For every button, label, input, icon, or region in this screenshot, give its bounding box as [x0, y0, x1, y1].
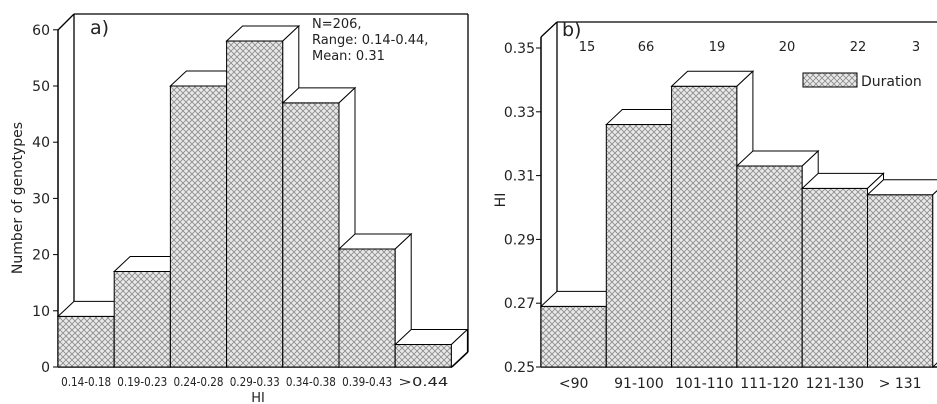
panel-b-ytick-label: 0.25: [504, 360, 535, 376]
panel-b-count-label: 66: [638, 40, 655, 55]
panel-a-bar-1-front: [57, 315, 115, 368]
panel-a: 0 10 20 30 40 50 60 0.14-0.18 0.19-0.23 0.24-0.2…: [10, 13, 469, 404]
panel-b-bar-3-front: [671, 85, 738, 368]
panel-b-xtick-label: 111-120: [740, 376, 799, 392]
panel-b-ytick-label: 0.31: [504, 169, 535, 185]
panel-b-legend: Duration: [802, 72, 922, 90]
panel-a-ytick-label: 30: [32, 191, 50, 207]
panel-a-bar-4-front: [226, 40, 284, 368]
panel-b-ytick-label: 0.29: [504, 232, 535, 248]
panel-a-bar-6-front: [338, 248, 396, 368]
legend-swatch-duration: [802, 72, 858, 88]
panel-b-bar-4-front: [736, 165, 803, 368]
panel-a-corner-top: [57, 13, 75, 31]
panel-b-count-label: 22: [850, 40, 867, 55]
panel-b-ytick-label: 0.33: [504, 105, 535, 121]
panel-b-count-label: 15: [579, 40, 596, 55]
legend-label-duration: Duration: [861, 74, 922, 90]
panel-b-xtick-label: > 131: [879, 376, 922, 392]
panel-b-bar-2-front: [605, 124, 673, 368]
panel-a-label: a): [90, 17, 109, 39]
panel-b-bar-6-side: [932, 190, 937, 369]
panel-a-bar-7: [393, 328, 469, 369]
panel-a-x-axis-title: HI: [251, 391, 265, 404]
panel-a-xtick-label: >0.44: [398, 375, 448, 389]
panel-a-xtick-label: 0.19-0.23: [117, 375, 167, 389]
panel-b-count-label: 19: [709, 40, 726, 55]
panel-a-ytick-label: 10: [32, 304, 50, 320]
panel-b-bar-5-front: [801, 187, 869, 368]
panel-b-count-label: 3: [912, 40, 920, 55]
panel-a-ytick-label: 50: [32, 79, 50, 95]
panel-b-corner-top: [540, 21, 558, 38]
panel-a-annotation-line-1: N=206,: [312, 17, 362, 32]
panel-b-xtick-label: 101-110: [675, 376, 734, 392]
panel-b-bar-6-top: [866, 179, 937, 196]
panel-b-xtick-label: 91-100: [614, 376, 664, 392]
panel-b-ytick-label: 0.27: [504, 296, 535, 312]
panel-a-xtick-label: 0.14-0.18: [61, 375, 111, 389]
panel-a-bar-6: [337, 232, 413, 369]
panel-b-count-label: 20: [779, 40, 796, 55]
panel-a-ytick-label: 60: [32, 23, 50, 39]
panel-a-bar-5-front: [282, 102, 340, 368]
panel-a-xtick-label: 0.39-0.43: [342, 375, 392, 389]
panel-b: 0.25 0.27 0.29 0.31 0.33 0.35 <90 91-100 101-11…: [493, 19, 937, 392]
panel-b-bar-1-front: [540, 305, 607, 368]
panel-b-y-axis-title: HI: [493, 193, 509, 208]
panel-a-bar-3-front: [169, 85, 228, 368]
panel-a-annotation-line-2: Range: 0.14-0.44,: [312, 33, 428, 48]
panel-a-bar-7-front: [394, 344, 452, 368]
panel-a-y-axis-title: Number of genotypes: [10, 122, 26, 274]
panel-a-ytick-label: 40: [32, 135, 50, 151]
panel-a-xtick-label: 0.29-0.33: [230, 375, 280, 389]
panel-b-bar-6: [866, 179, 937, 369]
panel-b-xtick-label: <90: [559, 376, 589, 392]
panel-a-bar-2-front: [113, 270, 171, 368]
panel-a-xtick-label: 0.24-0.28: [174, 375, 224, 389]
panel-a-annotation-line-3: Mean: 0.31: [312, 49, 385, 64]
panel-b-xtick-label: 121-130: [806, 376, 865, 392]
panel-a-bar-7-side: [450, 328, 468, 369]
panel-a-ytick-label: 20: [32, 248, 50, 264]
panel-b-ytick-label: 0.35: [504, 41, 535, 57]
panel-a-ytick-label: 0: [41, 360, 50, 376]
panel-a-xtick-label: 0.34-0.38: [286, 375, 336, 389]
panel-b-label: b): [562, 19, 581, 41]
panel-b-bar-6-front: [867, 194, 934, 368]
